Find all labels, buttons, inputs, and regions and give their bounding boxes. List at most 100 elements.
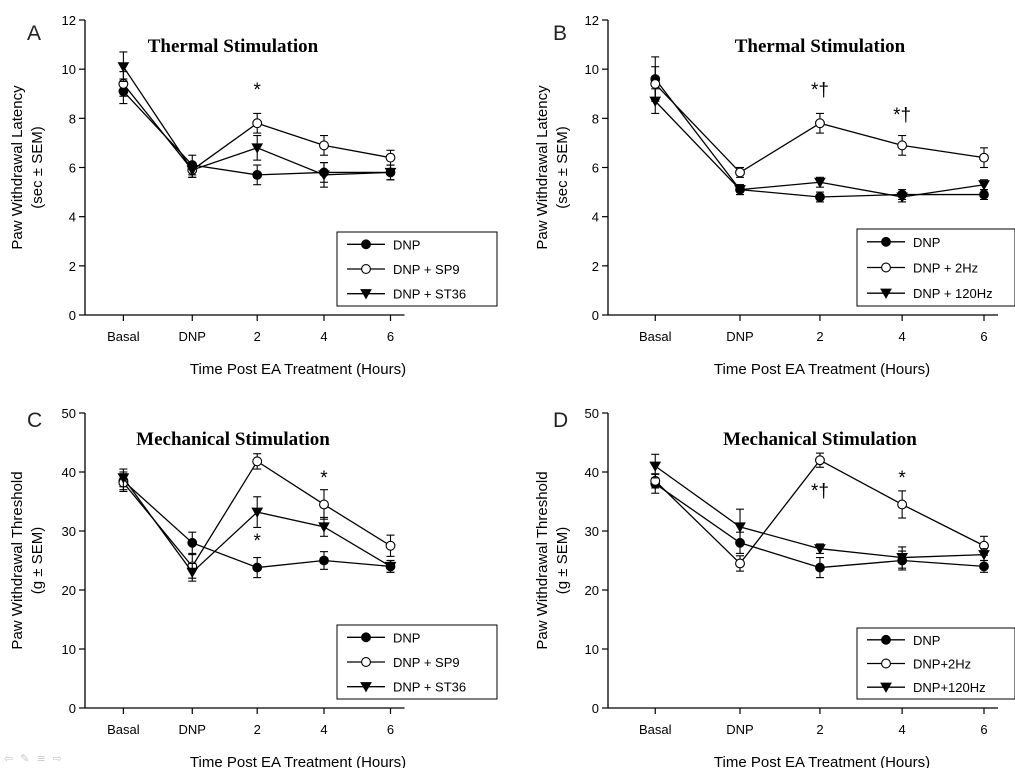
data-point	[319, 499, 329, 510]
data-point	[979, 152, 989, 163]
series-dnp-120hz	[649, 453, 990, 569]
data-point	[384, 561, 397, 573]
y-axis-label-unit: (sec ± SEM)	[554, 126, 571, 208]
legend: DNP DNP + SP9 DNP + ST36	[336, 624, 498, 700]
x-axis-label: Time Post EA Treatment (Hours)	[190, 754, 406, 768]
x-tick-label: DNP	[179, 722, 206, 737]
nav-previous-icon[interactable]: ⇦	[4, 752, 14, 765]
y-axis-label: Paw Withdrawal Latency	[534, 85, 551, 250]
x-tick-label: 2	[816, 722, 823, 737]
legend-entry: DNP + 120Hz	[913, 286, 993, 301]
menu-icon[interactable]: ≡	[36, 752, 46, 765]
legend-marker	[881, 658, 891, 669]
x-tick-label: 2	[816, 329, 823, 344]
x-tick-label: Basal	[639, 722, 672, 737]
significance-annotation: *	[898, 468, 906, 489]
series-dnp-2hz	[650, 66, 989, 178]
data-point	[735, 558, 745, 569]
significance-annotation: *†	[811, 80, 829, 101]
data-point	[649, 96, 662, 107]
data-point	[979, 189, 989, 200]
data-point	[319, 555, 329, 566]
data-point	[815, 562, 825, 573]
significance-annotation: *	[254, 80, 262, 101]
y-tick-label: 10	[585, 62, 599, 77]
data-point	[815, 192, 825, 202]
y-tick-label: 4	[592, 210, 599, 225]
legend-entry: DNP	[393, 237, 420, 252]
y-tick-label: 2	[592, 259, 599, 274]
legend: DNP DNP + 2Hz DNP + 120Hz	[856, 228, 1015, 307]
y-tick-label: 40	[62, 465, 76, 480]
series-dnp-120hz	[649, 88, 990, 203]
legend-entry: DNP + 2Hz	[913, 261, 978, 276]
data-point	[814, 455, 825, 466]
slide-navigation[interactable]: ⇦ ✎ ≡ ⇨	[4, 752, 62, 766]
legend-entry: DNP	[913, 235, 940, 250]
series-dnp-st36	[117, 468, 397, 582]
x-axis-label: Time Post EA Treatment (Hours)	[190, 361, 406, 378]
series-dnp-st36	[117, 51, 397, 188]
x-tick-label: Basal	[107, 329, 140, 344]
significance-annotation: *	[254, 531, 262, 552]
y-axis-label-unit: (sec ± SEM)	[29, 126, 46, 208]
data-point	[187, 537, 198, 548]
data-point	[117, 62, 130, 73]
data-point	[318, 170, 330, 181]
legend-entry: DNP+2Hz	[913, 657, 971, 672]
y-tick-label: 40	[585, 465, 599, 480]
data-point	[318, 522, 330, 533]
legend-marker	[361, 632, 371, 643]
data-point	[896, 553, 908, 564]
significance-annotation: *	[320, 468, 328, 489]
data-point	[251, 143, 264, 154]
legend: DNP DNP+2Hz DNP+120Hz	[856, 627, 1015, 700]
legend-entry: DNP + ST36	[393, 287, 466, 302]
legend-marker	[361, 239, 371, 250]
legend-marker	[361, 264, 371, 274]
data-point	[814, 544, 826, 555]
y-axis-label: Paw Withdrawal Latency	[9, 85, 26, 250]
chart-title: Thermal Stimulation	[735, 36, 906, 57]
data-point	[734, 522, 746, 533]
y-tick-label: 50	[585, 406, 599, 421]
nav-next-icon[interactable]: ⇨	[52, 752, 62, 765]
data-point	[814, 118, 825, 129]
y-axis-label-unit: (g ± SEM)	[29, 527, 46, 594]
x-tick-label: 6	[387, 722, 394, 737]
data-point	[649, 461, 662, 472]
legend: DNP DNP + SP9 DNP + ST36	[336, 231, 498, 307]
legend-entry: DNP	[393, 630, 420, 645]
x-tick-label: 6	[980, 722, 987, 737]
data-point	[735, 167, 745, 178]
y-tick-label: 4	[69, 210, 76, 225]
data-point	[897, 499, 908, 510]
y-tick-label: 8	[592, 111, 599, 126]
x-tick-label: 4	[320, 329, 327, 344]
legend-marker	[360, 682, 372, 693]
x-tick-label: 2	[254, 722, 261, 737]
chart-panel-c: C Mechanical Stimulation 0 10 20 30 40 50 Basal D…	[9, 406, 498, 768]
data-point	[385, 152, 396, 163]
panel-label: B	[553, 22, 567, 45]
chart-panel-d: D Mechanical Stimulation 0 10 20 30 40 50 Basal D…	[534, 406, 1015, 768]
data-point	[978, 180, 990, 191]
legend-marker	[361, 657, 371, 667]
y-tick-label: 10	[62, 642, 76, 657]
y-tick-label: 50	[62, 406, 76, 421]
legend-entry: DNP + SP9	[393, 262, 460, 277]
significance-annotation: *†	[811, 481, 829, 502]
data-point	[186, 165, 199, 176]
data-point	[814, 177, 826, 189]
legend-marker	[881, 236, 891, 247]
x-tick-label: DNP	[726, 329, 753, 344]
y-tick-label: 30	[585, 524, 599, 539]
panel-label: C	[27, 409, 42, 432]
x-tick-label: 4	[899, 329, 906, 344]
pen-icon[interactable]: ✎	[20, 752, 30, 765]
y-axis-label: Paw Withdrawal Threshold	[534, 471, 551, 649]
legend-marker	[881, 262, 891, 273]
legend-entry: DNP + SP9	[393, 655, 460, 670]
legend-entry: DNP+120Hz	[913, 680, 986, 695]
chart-panel-a: A Thermal Stimulation 0 2 4 6 8 10 12 Basal DNP 2 4 6…	[9, 13, 498, 378]
